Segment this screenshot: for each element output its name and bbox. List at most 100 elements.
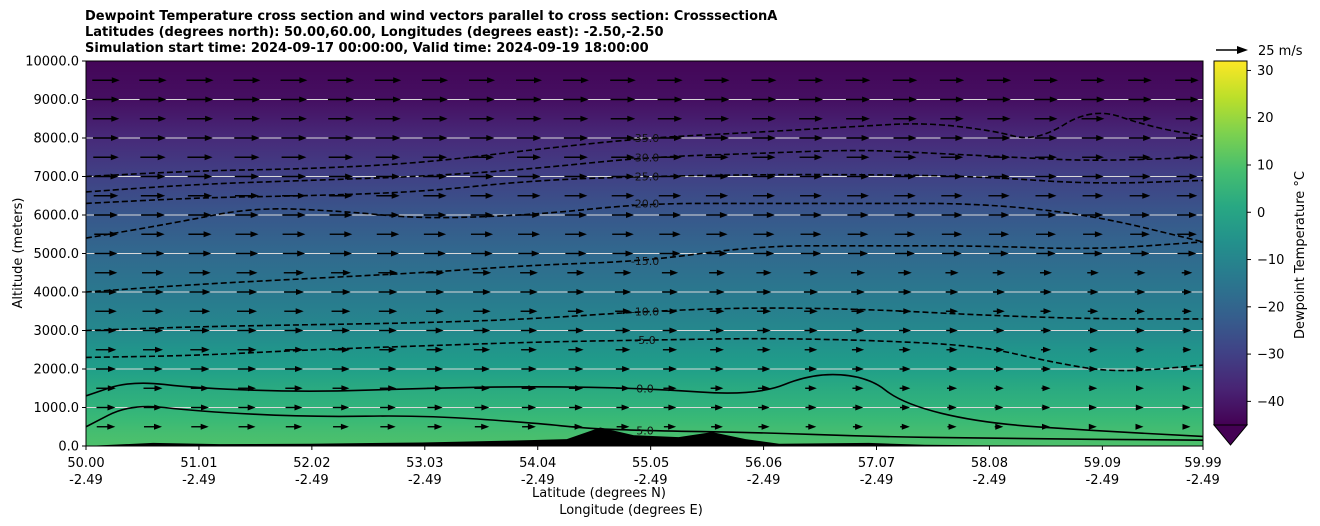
wind-vector (568, 327, 584, 334)
wind-vector (1087, 327, 1098, 334)
wind-vector (893, 115, 917, 122)
wind-vector (852, 423, 864, 430)
wind-vector (616, 423, 630, 430)
wind-vector (142, 327, 164, 334)
wind-vector (709, 327, 725, 334)
wind-vector (892, 96, 917, 103)
wind-vector (281, 135, 307, 141)
wind-vector (611, 154, 635, 161)
wind-vector (800, 250, 822, 257)
wind-vector (994, 385, 1004, 392)
wind-vector (710, 366, 724, 372)
wind-vector (899, 366, 911, 372)
wind-vector (423, 173, 447, 180)
contour-label: -20.0 (631, 197, 659, 210)
wind-vector (752, 173, 776, 180)
wind-vector (988, 192, 1010, 199)
y-tick-label: 8000.0 (34, 132, 80, 147)
wind-vector (846, 173, 870, 180)
wind-vector (282, 192, 306, 199)
wind-vector (282, 212, 306, 218)
wind-vector (614, 269, 632, 276)
wind-vector (472, 269, 492, 276)
wind-vector (846, 154, 870, 161)
wind-vector (379, 346, 397, 353)
wind-vector (468, 77, 496, 84)
wind-vector (379, 366, 397, 372)
wind-vector (616, 404, 630, 411)
wind-vector (852, 404, 864, 411)
wind-vector (143, 366, 163, 372)
wind-vector (423, 231, 447, 238)
wind-vector (140, 173, 166, 180)
wind-vector (563, 77, 589, 84)
contour-lines: -35.0 -30.0 -25.0 -20.0 -15.0 -10.0 -5.0 0.0 5.0 (86, 112, 1203, 441)
wind-vector (851, 327, 865, 334)
x-tick-label-lat: 51.01 (180, 456, 217, 471)
wind-vector (892, 77, 918, 84)
wind-vector (1182, 404, 1191, 411)
wind-vector (564, 192, 588, 199)
wind-vector (1135, 404, 1144, 411)
wind-vector (1087, 269, 1099, 276)
wind-vector (329, 250, 353, 257)
wind-vector (517, 212, 541, 218)
wind-vector (993, 308, 1005, 315)
wind-vector (893, 154, 917, 161)
wind-vector (235, 212, 259, 218)
wind-vector (427, 404, 443, 411)
wind-vector (474, 366, 490, 372)
wind-vector (422, 154, 448, 161)
wind-vector (852, 385, 864, 392)
wind-vector (1088, 366, 1098, 372)
y-axis-label: Altitude (meters) (11, 198, 26, 309)
wind-vector (378, 289, 398, 295)
wind-vector (285, 366, 303, 372)
wind-vector (994, 404, 1004, 411)
x-tick-label-lon: -2.49 (973, 473, 1007, 488)
contour-line (86, 173, 1203, 205)
wind-vector (1182, 423, 1191, 430)
wind-vector (662, 327, 678, 334)
wind-vector (285, 423, 303, 430)
wind-vector (1128, 77, 1152, 84)
wind-vector (378, 269, 398, 276)
wind-vector (1081, 135, 1105, 141)
wind-vector (662, 289, 678, 295)
wind-vector (616, 385, 630, 392)
wind-vector (1088, 346, 1098, 353)
wind-vector (236, 289, 258, 295)
chart-title-line-2: Latitudes (degrees north): 50.00,60.00, … (85, 25, 664, 40)
wind-vector (940, 96, 964, 103)
wind-vector (332, 366, 350, 372)
wind-vector (941, 231, 963, 238)
wind-vector (567, 308, 585, 315)
wind-vector (470, 231, 494, 238)
wind-vector (1130, 250, 1150, 257)
wind-vector (1134, 308, 1145, 315)
x-tick-label-lon: -2.49 (521, 473, 555, 488)
wind-vector (940, 115, 964, 122)
wind-vector (1081, 77, 1105, 84)
contour-line (86, 112, 1203, 178)
y-tick-label: 5000.0 (34, 247, 80, 262)
wind-vector (798, 77, 824, 84)
wind-vector (332, 385, 350, 392)
wind-vector (376, 212, 400, 218)
wind-vector (610, 115, 636, 122)
wind-vector (284, 289, 304, 295)
wind-vector (378, 308, 398, 315)
wind-vector (235, 250, 259, 257)
wind-vector (520, 269, 538, 276)
wind-vector (657, 115, 683, 122)
wind-vector (1035, 192, 1057, 199)
wind-vector (96, 404, 116, 411)
wind-vector (188, 250, 212, 257)
wind-vector (753, 231, 775, 238)
wind-vector (757, 346, 771, 353)
wind-vector (662, 308, 678, 315)
wind-vector (851, 289, 865, 295)
wind-vector (898, 308, 912, 315)
wind-vector (1034, 135, 1058, 141)
